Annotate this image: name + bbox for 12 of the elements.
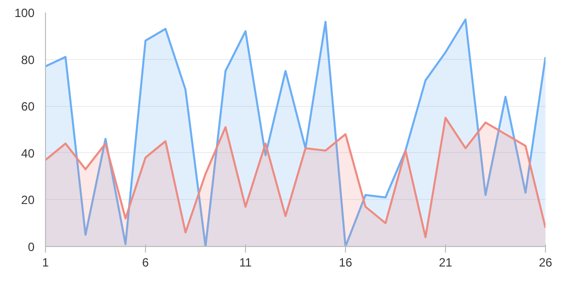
y-tick-label: 80: [21, 52, 35, 67]
y-tick-label: 40: [21, 146, 35, 160]
y-tick-label: 20: [21, 193, 35, 208]
x-tick-label: 16: [338, 256, 352, 270]
y-tick-label: 0: [28, 240, 35, 254]
x-tick-label: 1: [42, 256, 50, 270]
x-tick-label: 6: [142, 256, 150, 270]
y-tick-label: 60: [21, 100, 35, 114]
x-tick-label: 26: [538, 256, 552, 270]
x-tick-label: 21: [438, 256, 452, 270]
y-tick-label: 100: [14, 6, 35, 20]
x-tick-label: 11: [239, 256, 252, 270]
